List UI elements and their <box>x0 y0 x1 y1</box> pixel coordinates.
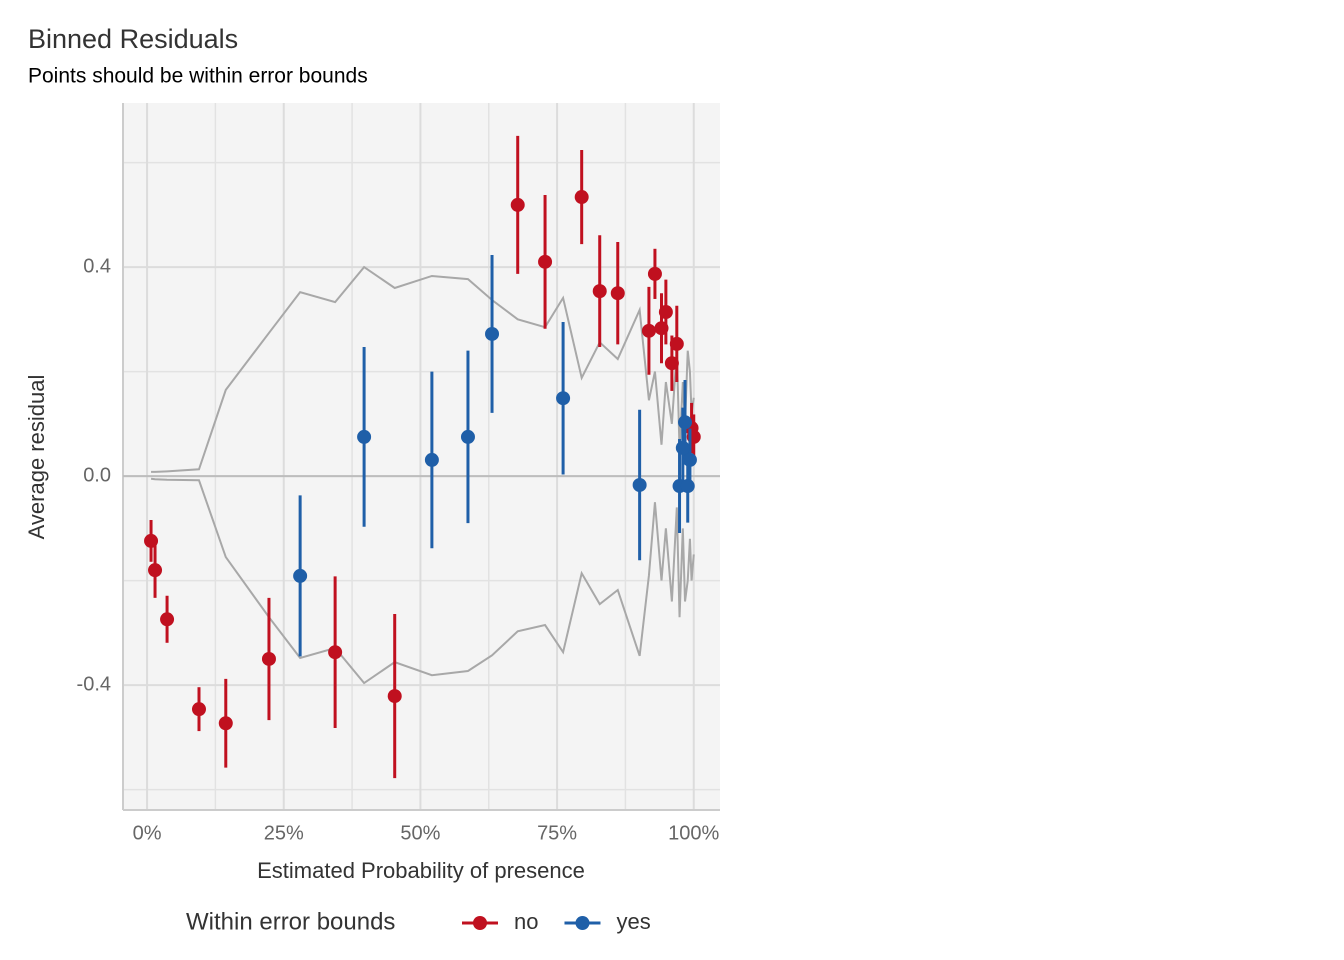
point <box>538 254 553 269</box>
point <box>664 356 679 371</box>
point <box>191 702 206 717</box>
point <box>387 689 402 704</box>
legend-label: yes <box>616 909 650 934</box>
y-tick-label: -0.4 <box>77 673 111 695</box>
point <box>357 429 372 444</box>
y-tick-label: 0.4 <box>83 255 111 277</box>
legend-key-point <box>473 916 487 930</box>
point <box>678 415 693 430</box>
point <box>218 716 233 731</box>
point <box>460 429 475 444</box>
point <box>510 197 525 212</box>
x-tick-label: 100% <box>668 822 719 844</box>
panel-background <box>123 103 720 810</box>
point <box>680 479 695 494</box>
point <box>592 284 607 299</box>
y-tick-label: 0.0 <box>83 464 111 486</box>
legend-label: no <box>514 909 538 934</box>
point <box>293 568 308 583</box>
point <box>328 645 343 660</box>
point <box>675 440 690 455</box>
point <box>485 326 500 341</box>
error-bound-line <box>150 477 695 685</box>
x-tick-label: 0% <box>133 822 162 844</box>
point <box>682 452 697 467</box>
point <box>574 190 589 205</box>
point <box>658 305 673 320</box>
point <box>654 321 669 336</box>
point <box>424 452 439 467</box>
point <box>647 266 662 281</box>
point <box>641 323 656 338</box>
point <box>148 563 163 578</box>
point <box>160 612 175 627</box>
point <box>610 286 625 301</box>
x-tick-label: 75% <box>537 822 577 844</box>
point <box>669 336 684 351</box>
point <box>556 391 571 406</box>
chart-title: Binned Residuals <box>28 24 238 54</box>
chart-subtitle: Points should be within error bounds <box>28 65 368 88</box>
x-tick-label: 50% <box>400 822 440 844</box>
y-axis-label: Average residual <box>24 375 49 540</box>
point <box>261 651 276 666</box>
legend-title: Within error bounds <box>186 908 395 935</box>
error-bound-line <box>151 265 695 473</box>
x-axis-label: Estimated Probability of presence <box>257 858 585 883</box>
legend-key-point <box>575 916 590 930</box>
point <box>144 533 159 548</box>
point <box>632 477 647 492</box>
x-tick-label: 25% <box>264 822 304 844</box>
